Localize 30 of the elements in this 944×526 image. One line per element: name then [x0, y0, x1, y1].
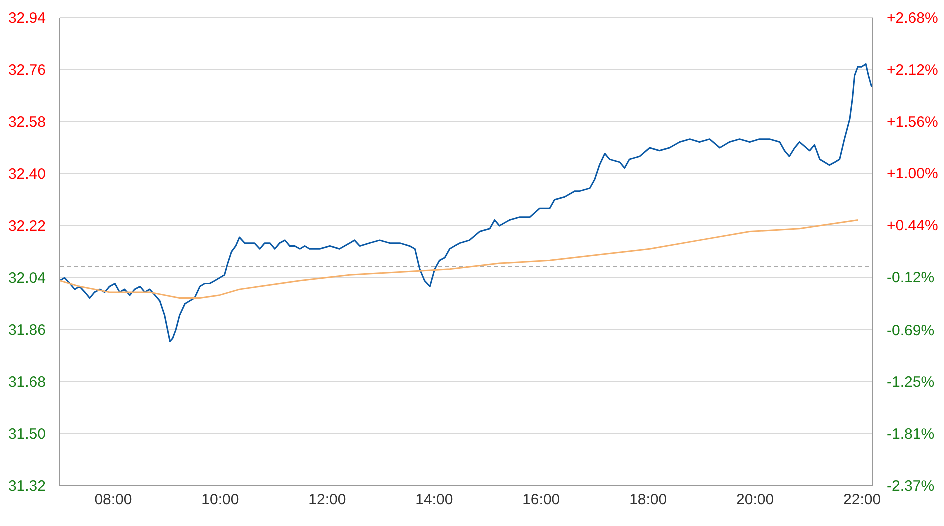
- line-series: [60, 63, 873, 342]
- x-tick-label: 14:00: [416, 492, 454, 509]
- y-tick-label: 31.50: [8, 426, 46, 443]
- y-tick-label: 31.68: [8, 374, 46, 391]
- x-tick-label: 20:00: [736, 492, 774, 509]
- x-tick-label: 12:00: [308, 492, 346, 509]
- y2-tick-label: -1.25%: [887, 374, 935, 392]
- y2-tick-label: -1.81%: [887, 426, 935, 444]
- y-tick-label: 32.58: [8, 114, 46, 131]
- y-tick-label: 31.32: [8, 478, 46, 495]
- y2-tick-label: +2.12%: [887, 62, 938, 79]
- y2-tick-label: +1.56%: [887, 114, 938, 131]
- y2-tick-label: -2.37%: [887, 478, 935, 495]
- y2-tick-label: +2.68%: [887, 10, 938, 27]
- y-tick-label: 31.86: [8, 322, 46, 339]
- y-tick-label: 32.76: [8, 62, 46, 79]
- y2-tick-label: -0.12%: [887, 269, 935, 286]
- y2-tick-label: +1.00%: [887, 166, 938, 183]
- line-series: [60, 219, 859, 299]
- x-tick-label: 16:00: [522, 492, 560, 509]
- y-tick-label: 32.22: [8, 218, 46, 235]
- y-tick-label: 32.40: [8, 166, 46, 183]
- y2-tick-label: +0.44%: [887, 218, 938, 235]
- y-tick-label: 32.94: [8, 10, 46, 27]
- y-tick-label: 32.04: [8, 270, 46, 287]
- x-tick-label: 10:00: [202, 492, 240, 509]
- x-tick-label: 08:00: [94, 492, 132, 509]
- x-tick-label: 22:00: [844, 492, 882, 509]
- y2-tick-label: -0.69%: [887, 322, 935, 340]
- x-tick-label: 18:00: [630, 492, 668, 509]
